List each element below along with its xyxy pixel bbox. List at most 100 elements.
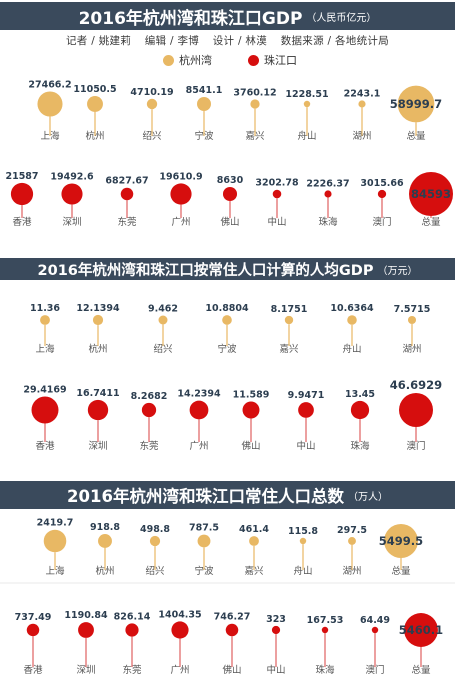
- category-label: 澳门: [406, 440, 425, 452]
- per-capita-title: 2016年杭州湾和珠江口按常住人口计算的人均GDP: [37, 262, 374, 279]
- data-label: 8.1751: [271, 304, 308, 315]
- data-label: 461.4: [239, 524, 269, 535]
- data-bubble: [284, 315, 294, 325]
- data-label: 9.462: [148, 303, 178, 314]
- series-hzw: 2419.7 上海 918.8 杭州 498.8 绍兴 787.5 宁波 461.4 嘉兴 115.…: [37, 518, 424, 577]
- category-label: 湖州: [352, 131, 371, 142]
- data-bubble: [407, 315, 417, 325]
- data-label: 11050.5: [73, 84, 116, 95]
- data-bubble: [197, 97, 211, 111]
- legend-item-hzw: 杭州湾: [163, 52, 212, 68]
- data-label: 167.53: [307, 615, 344, 626]
- legend-item-zjk: 珠江口: [248, 52, 297, 68]
- legend-swatch-hzw: [163, 54, 174, 66]
- data-label: 6827.67: [105, 176, 148, 187]
- data-label: 2226.37: [306, 178, 349, 189]
- per-capita-bubble-chart: 11.36 上海 12.1394 杭州 9.462 绍兴 10.8804 宁波 8.1751 嘉兴…: [23, 303, 442, 452]
- data-bubble: [299, 537, 307, 545]
- category-label: 上海: [35, 343, 55, 355]
- category-label: 宁波: [194, 565, 214, 577]
- data-label: 19492.6: [50, 171, 94, 182]
- credit-editor: 编辑 / 李博: [144, 35, 200, 47]
- category-label: 广州: [171, 216, 190, 228]
- data-label: 7.5715: [394, 304, 431, 315]
- data-bubble: [324, 190, 332, 198]
- category-label: 绍兴: [142, 130, 161, 142]
- data-bubble: [170, 183, 192, 205]
- category-label: 上海: [40, 130, 60, 142]
- data-bubble: [43, 529, 67, 553]
- gdp-title: 2016年杭州湾和珠江口GDP: [78, 8, 303, 29]
- per-capita-unit: （万元）: [377, 265, 418, 277]
- data-bubble: [171, 621, 189, 639]
- data-label: 10.8804: [205, 303, 249, 314]
- data-label: 826.14: [114, 611, 151, 622]
- gdp-unit: （人民币亿元）: [306, 12, 377, 24]
- data-bubble: [222, 315, 232, 325]
- data-bubble: [61, 183, 83, 205]
- data-bubble: [225, 623, 239, 637]
- series-hzw: 11.36 上海 12.1394 杭州 9.462 绍兴 10.8804 宁波 8.1751 嘉兴…: [30, 303, 430, 355]
- data-bubble: [87, 96, 103, 112]
- data-bubble: [358, 100, 366, 108]
- data-label: 58999.7: [390, 97, 442, 111]
- data-label: 5460.1: [399, 623, 443, 637]
- legend-swatch-zjk: [248, 54, 259, 66]
- data-bubble: [10, 182, 34, 206]
- category-label: 嘉兴: [279, 343, 298, 355]
- category-label: 珠海: [350, 440, 370, 452]
- category-label: 舟山: [293, 565, 312, 577]
- data-bubble: [98, 534, 112, 548]
- data-bubble: [242, 401, 260, 419]
- category-label: 上海: [45, 565, 65, 577]
- data-label: 918.8: [90, 522, 120, 533]
- data-bubble: [303, 100, 311, 108]
- category-label: 杭州: [88, 343, 107, 355]
- category-label: 东莞: [122, 664, 142, 676]
- data-label: 2419.7: [37, 518, 74, 529]
- category-label: 舟山: [297, 130, 316, 142]
- category-label: 佛山: [241, 440, 260, 452]
- data-bubble: [399, 393, 433, 427]
- per-capita-title-banner: 2016年杭州湾和珠江口按常住人口计算的人均GDP （万元）: [0, 258, 455, 280]
- data-label: 737.49: [15, 612, 52, 623]
- data-bubble: [409, 172, 453, 216]
- data-label: 3015.66: [360, 178, 404, 189]
- category-label: 珠海: [318, 216, 338, 228]
- data-bubble: [189, 400, 209, 420]
- category-label: 广州: [170, 664, 189, 676]
- data-bubble: [31, 396, 59, 424]
- category-label: 杭州: [85, 130, 104, 142]
- data-label: 1190.84: [64, 610, 108, 621]
- data-label: 12.1394: [76, 303, 120, 314]
- data-label: 19610.9: [159, 171, 202, 182]
- data-label: 115.8: [288, 526, 318, 537]
- gdp-bubble-chart: 27466.2 上海 11050.5 杭州 4710.19 绍兴 8541.1 宁波 3760.…: [5, 79, 453, 228]
- data-label: 84593: [411, 187, 451, 201]
- category-label: 澳门: [372, 216, 391, 228]
- data-bubble: [272, 189, 282, 199]
- category-label: 绍兴: [145, 565, 164, 577]
- data-bubble: [298, 402, 314, 418]
- category-label: 宁波: [194, 130, 214, 142]
- data-label: 2243.1: [344, 88, 381, 99]
- category-label: 湖州: [402, 344, 421, 355]
- data-bubble: [350, 400, 370, 420]
- category-label: 总量: [421, 216, 441, 228]
- data-bubble: [397, 85, 435, 123]
- data-bubble: [347, 315, 357, 325]
- credit-designer: 设计 / 林漠: [212, 35, 268, 47]
- data-bubble: [92, 314, 104, 326]
- data-label: 11.589: [233, 390, 270, 401]
- credit-source: 数据来源 / 各地统计局: [280, 35, 389, 47]
- data-label: 29.4169: [23, 385, 66, 396]
- category-label: 杭州: [95, 565, 114, 577]
- legend: 杭州湾 珠江口: [0, 52, 455, 68]
- data-bubble: [146, 98, 158, 110]
- data-label: 8541.1: [186, 85, 223, 96]
- category-label: 东莞: [139, 440, 159, 452]
- category-label: 东莞: [117, 216, 137, 228]
- category-label: 嘉兴: [245, 130, 264, 142]
- category-label: 深圳: [62, 217, 81, 228]
- data-bubble: [250, 99, 260, 109]
